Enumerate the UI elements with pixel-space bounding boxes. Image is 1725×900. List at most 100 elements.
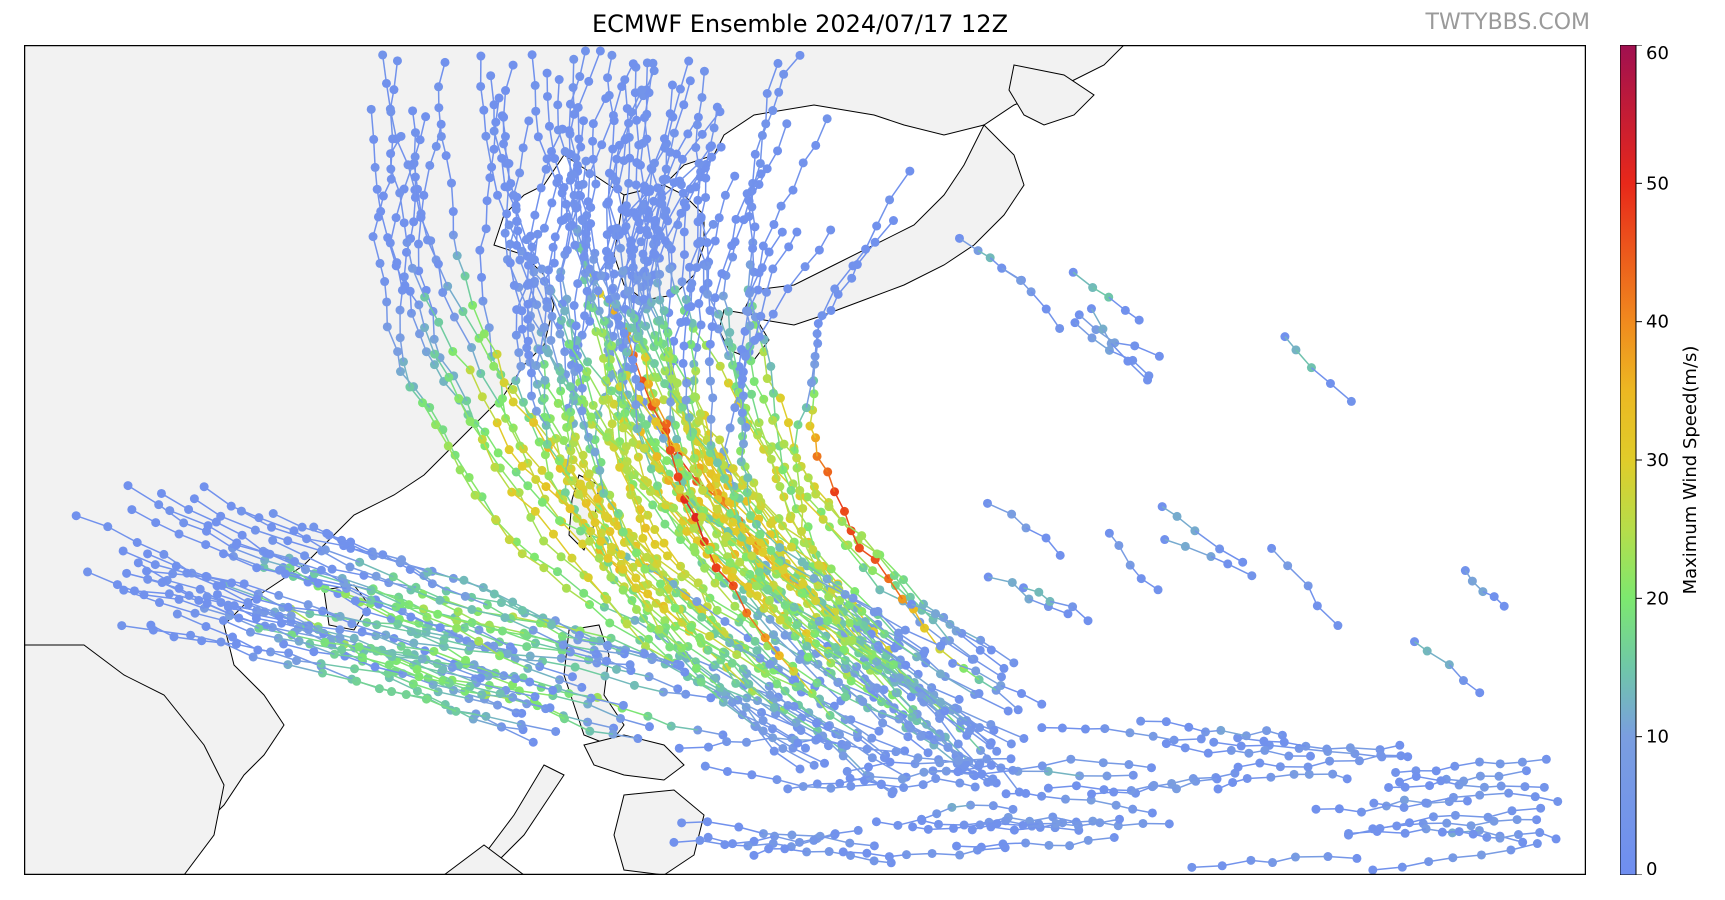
- track-point: [143, 549, 153, 559]
- track-segment: [667, 192, 684, 222]
- track-segment: [499, 467, 520, 493]
- track-segment: [681, 576, 711, 599]
- track-segment: [938, 718, 959, 745]
- track-point: [201, 540, 211, 550]
- track-point: [494, 93, 504, 103]
- track-segment: [623, 586, 647, 605]
- track-segment: [505, 186, 510, 214]
- track-point: [579, 116, 589, 126]
- track-segment: [531, 54, 536, 86]
- track-segment: [577, 81, 590, 108]
- track-segment: [862, 567, 881, 591]
- track-segment: [522, 448, 543, 471]
- track-point: [142, 566, 152, 576]
- track-point: [527, 50, 537, 60]
- track-point: [521, 235, 531, 245]
- track-segment: [696, 97, 703, 125]
- track-segment: [470, 347, 482, 374]
- track-segment: [745, 706, 764, 732]
- track-segment: [485, 200, 488, 229]
- track-point: [766, 519, 776, 529]
- track-segment: [762, 730, 794, 749]
- track-segment: [770, 459, 781, 487]
- track-segment: [830, 568, 856, 593]
- track-segment: [518, 492, 532, 518]
- track-point: [707, 141, 717, 151]
- map-plot[interactable]: [24, 45, 1586, 875]
- track-segment: [957, 708, 992, 726]
- track-point: [118, 546, 128, 556]
- track-point: [628, 59, 638, 69]
- track-point: [533, 132, 543, 142]
- track-point: [642, 58, 652, 68]
- track-point: [798, 503, 808, 513]
- track-segment: [587, 173, 591, 202]
- track-segment: [543, 567, 567, 589]
- track-point: [607, 50, 617, 60]
- track-point: [699, 66, 709, 76]
- track-point: [580, 46, 590, 56]
- track-point: [421, 112, 431, 122]
- track-segment: [742, 599, 771, 620]
- track-point: [786, 511, 796, 521]
- borneo: [443, 844, 525, 875]
- track-segment: [980, 639, 1015, 664]
- track-segment: [783, 709, 818, 732]
- track-segment: [592, 307, 604, 334]
- track-segment: [834, 265, 854, 290]
- track-point: [826, 225, 836, 235]
- track-segment: [696, 600, 726, 623]
- track-segment: [634, 92, 638, 121]
- track-point: [669, 128, 679, 138]
- track-segment: [717, 313, 730, 343]
- track-point: [217, 580, 227, 590]
- track-segment: [765, 93, 768, 124]
- track-segment: [498, 402, 514, 429]
- track-point: [684, 56, 694, 66]
- track-point: [507, 487, 517, 497]
- track-segment: [979, 726, 1012, 745]
- track-segment: [372, 236, 381, 264]
- track-point: [685, 76, 695, 86]
- track-segment: [787, 609, 816, 635]
- track-segment: [772, 634, 801, 660]
- track-point: [702, 261, 712, 271]
- track-point: [443, 281, 453, 291]
- track-segment: [751, 154, 757, 184]
- track-point: [704, 545, 714, 555]
- track-segment: [534, 187, 542, 216]
- track-segment: [944, 736, 970, 763]
- track-segment: [459, 469, 476, 496]
- track-segment: [560, 556, 585, 576]
- track-segment: [770, 366, 775, 394]
- track-segment: [847, 544, 874, 572]
- track-segment: [870, 633, 896, 649]
- track-segment: [759, 135, 764, 164]
- track-point: [237, 530, 247, 540]
- track-point: [199, 482, 209, 492]
- track-point: [127, 505, 137, 515]
- track-segment: [776, 683, 800, 706]
- track-segment: [916, 713, 940, 735]
- track-point: [122, 568, 132, 578]
- track-point: [408, 106, 418, 116]
- track-point: [708, 219, 718, 229]
- track-point: [703, 289, 713, 299]
- track-segment: [557, 571, 585, 594]
- track-point: [730, 171, 740, 181]
- track-point: [545, 286, 555, 296]
- track-segment: [737, 699, 764, 722]
- track-point: [203, 521, 213, 531]
- track-segment: [698, 521, 716, 548]
- track-point: [766, 545, 776, 555]
- track-segment: [581, 543, 605, 568]
- track-segment: [645, 308, 656, 336]
- track-point: [575, 72, 585, 82]
- track-segment: [478, 337, 495, 367]
- track-segment: [609, 622, 641, 641]
- track-segment: [902, 579, 925, 605]
- track-segment: [878, 664, 897, 694]
- watermark: TWTYBBS.COM: [1425, 10, 1590, 35]
- track-point: [588, 119, 598, 129]
- japan-honshu: [743, 124, 1025, 326]
